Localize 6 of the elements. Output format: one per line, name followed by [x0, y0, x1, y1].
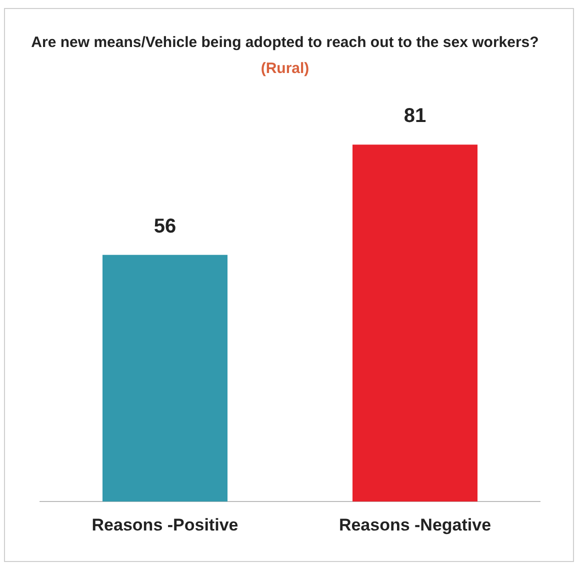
x-tick-label: Reasons -Negative	[338, 515, 492, 534]
chart-subtitle: (Rural)	[260, 60, 310, 77]
data-label: 81	[404, 105, 426, 128]
data-label: 56	[154, 215, 176, 238]
x-tick-label: Reasons -Positive	[92, 515, 238, 534]
chart-title: Are new means/Vehicle being adopted to reach out to the sex workers?	[31, 34, 539, 51]
